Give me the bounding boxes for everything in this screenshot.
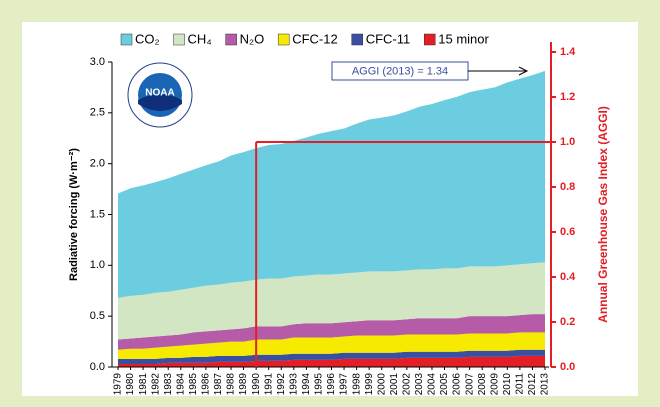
x-tick-label: 2001: [389, 373, 400, 396]
legend-label: N₂O: [240, 31, 265, 46]
legend-swatch: [120, 33, 133, 46]
x-tick-label: 1995: [314, 373, 325, 396]
y-tick-label: 1.0: [90, 259, 105, 271]
legend-swatch: [351, 33, 363, 46]
x-tick-label: 1983: [163, 373, 174, 396]
area: [118, 349, 545, 364]
legend-swatch: [424, 33, 436, 46]
legend-label: 15 minor: [438, 31, 489, 46]
x-tick-label: 2004: [427, 373, 438, 396]
x-tick-label: 1996: [326, 373, 337, 396]
x-tick-label: 1997: [339, 373, 350, 396]
x-tick-label: 1988: [226, 373, 237, 396]
area: [118, 314, 545, 350]
x-tick-label: 1999: [364, 373, 375, 396]
area: [118, 70, 545, 298]
y-tick-label: 2.5: [90, 107, 105, 119]
x-tick-label: 2013: [540, 373, 551, 396]
y-tick-label: 0.5: [90, 310, 105, 322]
x-tick-label: 1984: [175, 373, 186, 396]
area: [118, 355, 545, 367]
x-tick-label: 1981: [138, 373, 149, 396]
x-tick-label: 2002: [401, 373, 412, 396]
logo-wave: [138, 94, 182, 111]
legend-label: CFC-11: [366, 31, 411, 46]
area: [118, 332, 545, 359]
x-tick-label: 2008: [477, 373, 488, 396]
x-tick-label: 2006: [452, 373, 463, 396]
legend-swatch: [225, 33, 237, 46]
x-tick-label: 1993: [288, 373, 299, 396]
y2-tick-label: 0.2: [560, 316, 575, 328]
legend-label: CFC-12: [292, 31, 338, 46]
legend-label: CH₄: [188, 31, 212, 46]
y-axis-label: Radiative forcing (W·m⁻²): [68, 148, 80, 281]
y2-tick-label: 0.8: [560, 181, 575, 193]
logo-text: NOAA: [145, 88, 174, 99]
y-tick-label: 0.0: [90, 361, 105, 373]
x-tick-label: 1991: [263, 373, 274, 396]
y2-tick-label: 0.6: [560, 226, 575, 238]
x-tick-label: 1985: [188, 373, 199, 396]
annotation: AGGI (2013) = 1.34: [352, 65, 448, 77]
y2-tick-label: 0.0: [560, 361, 575, 373]
x-tick-label: 2007: [464, 373, 475, 396]
x-tick-label: 2009: [489, 373, 500, 396]
area: [118, 262, 545, 340]
y-tick-label: 2.0: [90, 158, 105, 170]
x-tick-label: 1990: [251, 373, 262, 396]
x-tick-label: 1989: [238, 373, 249, 396]
legend-swatch: [277, 33, 290, 46]
arrow-head: [518, 66, 529, 76]
legend-swatch: [173, 33, 185, 46]
x-tick-label: 1979: [113, 373, 124, 396]
x-tick-label: 1998: [351, 373, 362, 396]
y2-axis-label: Annual Greenhouse Gas Index (AGGI): [596, 106, 610, 323]
y-tick-label: 1.5: [90, 208, 105, 220]
x-tick-label: 1987: [213, 373, 224, 396]
x-tick-label: 1980: [125, 373, 136, 396]
x-tick-label: 1992: [276, 373, 287, 396]
y2-tick-label: 1.4: [560, 46, 576, 58]
x-tick-label: 1986: [201, 373, 212, 396]
y2-tick-label: 1.2: [560, 91, 575, 103]
x-tick-label: 2005: [439, 373, 450, 396]
x-tick-label: 2010: [502, 373, 513, 396]
y2-tick-label: 0.4: [560, 271, 576, 283]
y-tick-label: 3.0: [90, 56, 105, 68]
x-tick-label: 1982: [150, 373, 161, 396]
x-tick-label: 2000: [376, 373, 387, 396]
legend-label: CO₂: [135, 31, 160, 46]
x-tick-label: 2003: [414, 373, 425, 396]
x-tick-label: 2011: [515, 373, 526, 395]
y2-tick-label: 1.0: [560, 136, 575, 148]
x-tick-label: 1994: [301, 373, 312, 396]
x-tick-label: 2012: [527, 373, 538, 396]
